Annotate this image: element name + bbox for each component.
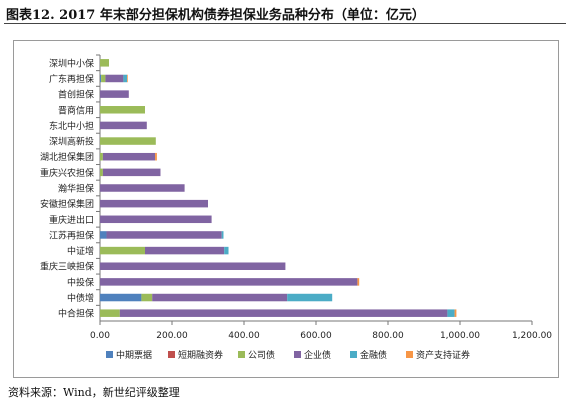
bar-segment (119, 309, 448, 317)
legend-swatch (238, 351, 245, 358)
category-label: 广东再担保 (49, 73, 94, 85)
x-tick-label: 0.00 (90, 331, 110, 341)
bar-segment (100, 215, 212, 224)
bar-segment (100, 231, 107, 239)
legend-swatch (294, 351, 301, 358)
x-tick-label: 800.00 (372, 331, 404, 341)
x-tick-label: 600.00 (300, 331, 332, 341)
category-label: 中证增 (67, 245, 94, 257)
legend-label: 公司债 (248, 349, 275, 361)
category-label: 深圳中小保 (49, 57, 94, 69)
legend-label: 金融债 (360, 349, 387, 361)
bar-segment (102, 152, 156, 161)
category-label: 重庆兴农担保 (40, 167, 94, 179)
category-label: 首创担保 (58, 89, 94, 101)
legend-label: 企业债 (304, 349, 331, 361)
legend-label: 中期票据 (116, 349, 152, 361)
category-label: 瀚华担保 (58, 183, 94, 195)
title-divider (4, 23, 566, 24)
category-label: 重庆三峡担保 (40, 261, 94, 273)
bar-segment (100, 293, 142, 302)
category-label: 中投保 (67, 276, 94, 288)
category-label: 中合担保 (58, 308, 94, 320)
source-note: 资料来源：Wind，新世纪评级整理 (8, 386, 180, 399)
bar-segment (123, 74, 127, 83)
bar-segment (105, 74, 124, 83)
stacked-bar-chart: 0.00 200.00 400.00 600.00 800.00 1,000.00 1,20… (40, 54, 552, 361)
legend-swatch (406, 351, 413, 358)
bar-segment (221, 231, 224, 239)
legend-label: 短期融资券 (178, 349, 223, 361)
bar-segment (141, 293, 153, 302)
bar-segment (100, 309, 120, 317)
legend-swatch (350, 351, 357, 358)
bar-segment (101, 74, 106, 83)
category-label: 中债增 (67, 292, 94, 304)
bar-segment (102, 168, 161, 177)
bar-segment (100, 152, 103, 161)
bar-segment (100, 246, 145, 255)
x-tick-label: 1,000.00 (440, 331, 480, 341)
bar-segment (100, 74, 102, 83)
bar-segment (100, 262, 286, 270)
legend-swatch (106, 351, 113, 358)
bar-segment (100, 184, 185, 192)
bar-segment (447, 309, 455, 317)
bar-segment (100, 106, 145, 114)
legend-label: 资产支持证券 (416, 349, 470, 361)
category-label: 东北中小担 (49, 120, 94, 132)
bar-segment (100, 90, 129, 98)
category-label: 安徽担保集团 (40, 198, 94, 210)
bar-segment (100, 137, 156, 145)
bar-segment (287, 293, 333, 302)
bar-segment (454, 309, 457, 317)
bar-segment (155, 152, 157, 161)
chart-title: 图表12. 2017 年末部分担保机构债券担保业务品种分布（单位：亿元） (6, 8, 425, 23)
bar-segment (100, 121, 147, 130)
bar-segment (106, 231, 222, 239)
bar-segment (127, 74, 128, 83)
category-label: 晋商信用 (58, 104, 94, 116)
x-tick-label: 200.00 (156, 331, 188, 341)
bar-segment (100, 278, 358, 286)
x-tick-label: 1,200.00 (512, 331, 552, 341)
bar-segment (100, 199, 208, 208)
bar-segment (100, 168, 103, 177)
bar-segment (224, 246, 229, 255)
category-label: 江苏再担保 (49, 229, 94, 241)
category-label: 湖北担保集团 (40, 151, 94, 163)
bar-segment (357, 278, 360, 286)
category-label: 重庆进出口 (49, 214, 94, 226)
bar-segment (152, 293, 288, 302)
bar-segment (100, 59, 109, 67)
legend-swatch (168, 351, 175, 358)
x-tick-label: 400.00 (228, 331, 260, 341)
bar-segment (145, 246, 225, 255)
chart-frame: 0.00 200.00 400.00 600.00 800.00 1,000.00 1,20… (13, 40, 559, 378)
category-label: 深圳高新投 (49, 136, 94, 148)
